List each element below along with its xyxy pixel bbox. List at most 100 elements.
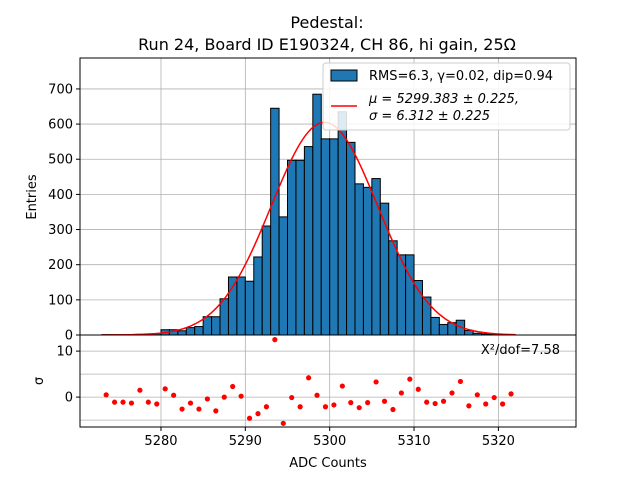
- residual-point: [120, 399, 126, 405]
- residual-point: [415, 386, 421, 392]
- residual-y-axis-label: σ: [32, 377, 47, 385]
- histogram-bar: [388, 240, 398, 336]
- gaussian-fit-curve: [101, 121, 516, 336]
- histogram-bar: [354, 183, 364, 336]
- residual-point: [500, 401, 506, 407]
- residual-point: [187, 400, 194, 406]
- y-tick-label: 300: [48, 223, 73, 238]
- histogram-bar: [236, 276, 246, 336]
- residual-point: [255, 411, 261, 417]
- residual-point: [356, 405, 362, 411]
- histogram-bar: [219, 298, 229, 336]
- residual-point: [466, 403, 472, 409]
- histogram-bar: [253, 256, 263, 336]
- histogram-bar: [194, 326, 204, 336]
- residual-point: [297, 404, 303, 410]
- histogram-bar: [303, 146, 314, 336]
- histogram-bar: [177, 330, 187, 336]
- y-tick-label: 500: [48, 153, 73, 168]
- histogram-bar: [430, 316, 440, 336]
- legend-swatch-histogram: [330, 69, 358, 82]
- histogram-y-ticks: 0 100 200 300 400 500 600 700: [48, 82, 80, 344]
- y-tick-label: 200: [48, 258, 73, 273]
- histogram-bar: [346, 141, 356, 336]
- residual-point: [162, 386, 168, 392]
- residual-point: [508, 391, 514, 397]
- y-tick-label: 100: [48, 293, 73, 308]
- residual-point: [432, 400, 438, 407]
- residual-point: [390, 406, 396, 413]
- residual-point: [339, 383, 345, 389]
- legend-label-fit-line2: σ = 6.312 ± 0.225: [369, 109, 490, 124]
- residual-point: [263, 404, 270, 410]
- residual-annotation: X²/dof=7.58: [481, 343, 560, 358]
- residual-point: [111, 399, 118, 405]
- residual-point: [440, 398, 447, 404]
- x-axis-label: ADC Counts: [289, 456, 367, 471]
- histogram-bar: [211, 316, 221, 336]
- legend: RMS=6.3, γ=0.02, dip=0.94 μ = 5299.383 ±…: [322, 62, 571, 131]
- histogram-bar: [320, 138, 331, 336]
- residual-point: [171, 392, 177, 398]
- x-tick-label: 5310: [397, 434, 430, 449]
- histogram-bar: [261, 225, 272, 336]
- residual-point: [331, 402, 337, 408]
- y-tick-label: 0: [65, 391, 73, 406]
- residual-point: [407, 376, 413, 382]
- residual-point: [457, 378, 464, 385]
- residual-point: [474, 392, 480, 398]
- residual-panel: 0 10 5280 5290 5300 5310 5320 X²/dof=7.58 σ A…: [32, 334, 577, 471]
- residual-x-ticks: 5280 5290 5300 5310 5320: [144, 427, 515, 449]
- residual-point: [204, 396, 210, 402]
- histogram-bar: [278, 216, 289, 336]
- histogram-bar: [202, 316, 213, 336]
- residual-point: [179, 406, 185, 412]
- histogram-bar: [362, 186, 373, 336]
- histogram-bar: [244, 280, 255, 336]
- residual-point: [373, 379, 379, 385]
- residual-point: [145, 399, 151, 405]
- x-tick-label: 5300: [313, 434, 346, 449]
- residual-point: [137, 387, 143, 393]
- residual-points: [103, 337, 514, 426]
- histogram-bar: [337, 111, 348, 336]
- residual-point: [238, 393, 244, 399]
- residual-point: [348, 400, 354, 406]
- residual-point: [483, 401, 489, 407]
- residual-point: [128, 400, 135, 406]
- residual-point: [314, 392, 320, 398]
- histogram-bar: [287, 159, 297, 336]
- y-tick-label: 700: [48, 82, 73, 97]
- x-tick-label: 5290: [229, 434, 262, 449]
- residual-point: [322, 404, 329, 410]
- residual-y-ticks: 0 10: [56, 345, 80, 406]
- residual-point: [154, 401, 160, 407]
- residual-point: [381, 398, 388, 404]
- residual-point: [398, 390, 404, 396]
- x-tick-label: 5280: [144, 434, 177, 449]
- residual-point: [449, 390, 455, 396]
- residual-point: [246, 415, 253, 421]
- residual-point: [424, 399, 430, 405]
- histogram-bar: [421, 296, 432, 336]
- histogram-bar: [405, 254, 415, 336]
- residual-point: [289, 394, 295, 401]
- legend-label-fit-line1: μ = 5299.383 ± 0.225,: [368, 92, 519, 107]
- chart-title-line2: Run 24, Board ID E190324, CH 86, hi gain…: [138, 35, 516, 54]
- residual-point: [491, 394, 497, 401]
- y-tick-label: 10: [56, 345, 73, 360]
- histogram-bar: [312, 93, 322, 336]
- residual-point: [221, 394, 227, 400]
- histogram-y-axis-label: Entries: [25, 174, 40, 220]
- legend-label-histogram: RMS=6.3, γ=0.02, dip=0.94: [369, 69, 553, 84]
- y-tick-label: 600: [48, 118, 73, 133]
- residual-point: [305, 375, 312, 381]
- histogram-bar: [185, 327, 196, 336]
- y-tick-label: 0: [65, 329, 73, 344]
- histogram-bars: [101, 93, 516, 336]
- residual-point: [103, 392, 109, 398]
- histogram-bar: [329, 138, 339, 336]
- residual-point: [365, 400, 371, 406]
- residual-point: [280, 420, 286, 426]
